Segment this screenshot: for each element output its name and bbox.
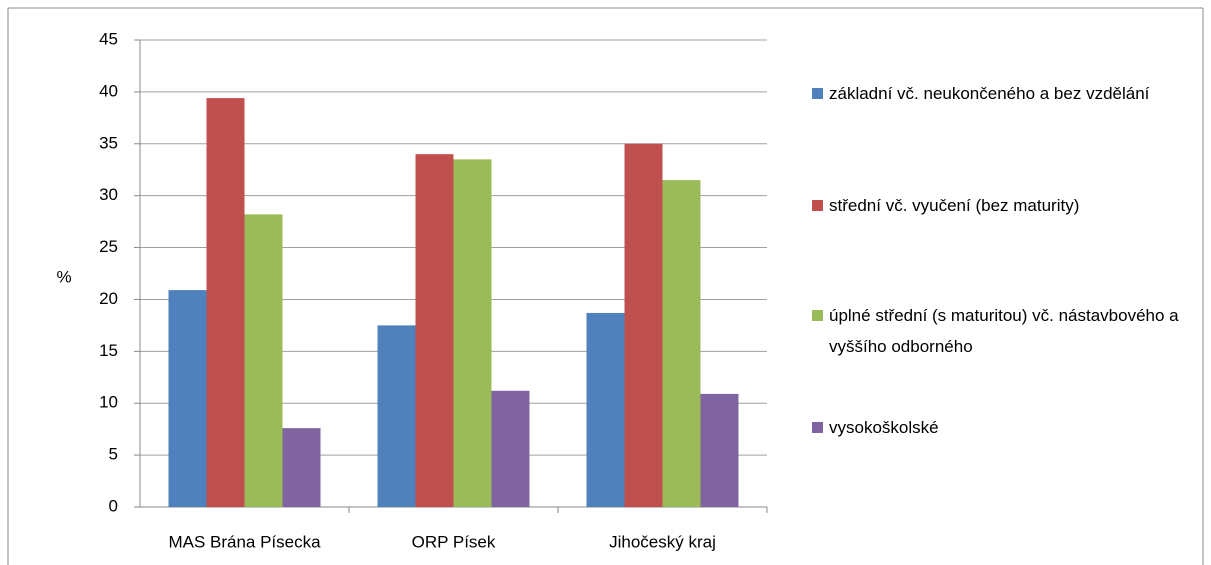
bar [377,325,416,507]
y-axis-label: % [56,267,71,286]
legend-label: vysokoškolské [829,418,939,437]
y-tick-label: 10 [99,393,118,412]
x-tick-label: Jihočeský kraj [609,532,716,551]
legend-item: základní vč. neukončeného a bez vzdělání [812,78,1202,109]
legend-item: úplné střední (s maturitou) vč. nástavbo… [812,300,1202,362]
bar [168,290,207,507]
legend-item: vysokoškolské [812,412,1202,443]
bar [206,98,245,508]
legend-swatch [812,310,823,321]
bar [491,390,530,507]
legend-swatch [812,200,823,211]
legend-swatch [812,422,823,433]
bar [586,312,625,507]
y-tick-label: 45 [99,29,118,48]
legend-item: střední vč. vyučení (bez maturity) [812,190,1202,221]
y-tick-label: 25 [99,237,118,256]
bar [624,143,663,507]
legend-label: základní vč. neukončeného a bez vzdělání [829,84,1150,103]
y-tick-label: 0 [109,496,118,515]
y-tick-label: 5 [109,445,118,464]
bar [453,159,492,507]
y-tick-label: 40 [99,81,118,100]
bar [282,428,321,507]
y-tick-label: 35 [99,133,118,152]
bar [244,214,283,507]
bar [415,154,454,507]
y-tick-label: 20 [99,289,118,308]
x-tick-label: MAS Brána Písecka [168,532,321,551]
legend-swatch [812,88,823,99]
legend-label: úplné střední (s maturitou) vč. nástavbo… [829,306,1179,356]
x-tick-label: ORP Písek [412,532,496,551]
y-tick-label: 15 [99,341,118,360]
legend-label: střední vč. vyučení (bez maturity) [829,196,1080,215]
y-tick-label: 30 [99,185,118,204]
bar [700,393,739,507]
bar [662,180,701,507]
